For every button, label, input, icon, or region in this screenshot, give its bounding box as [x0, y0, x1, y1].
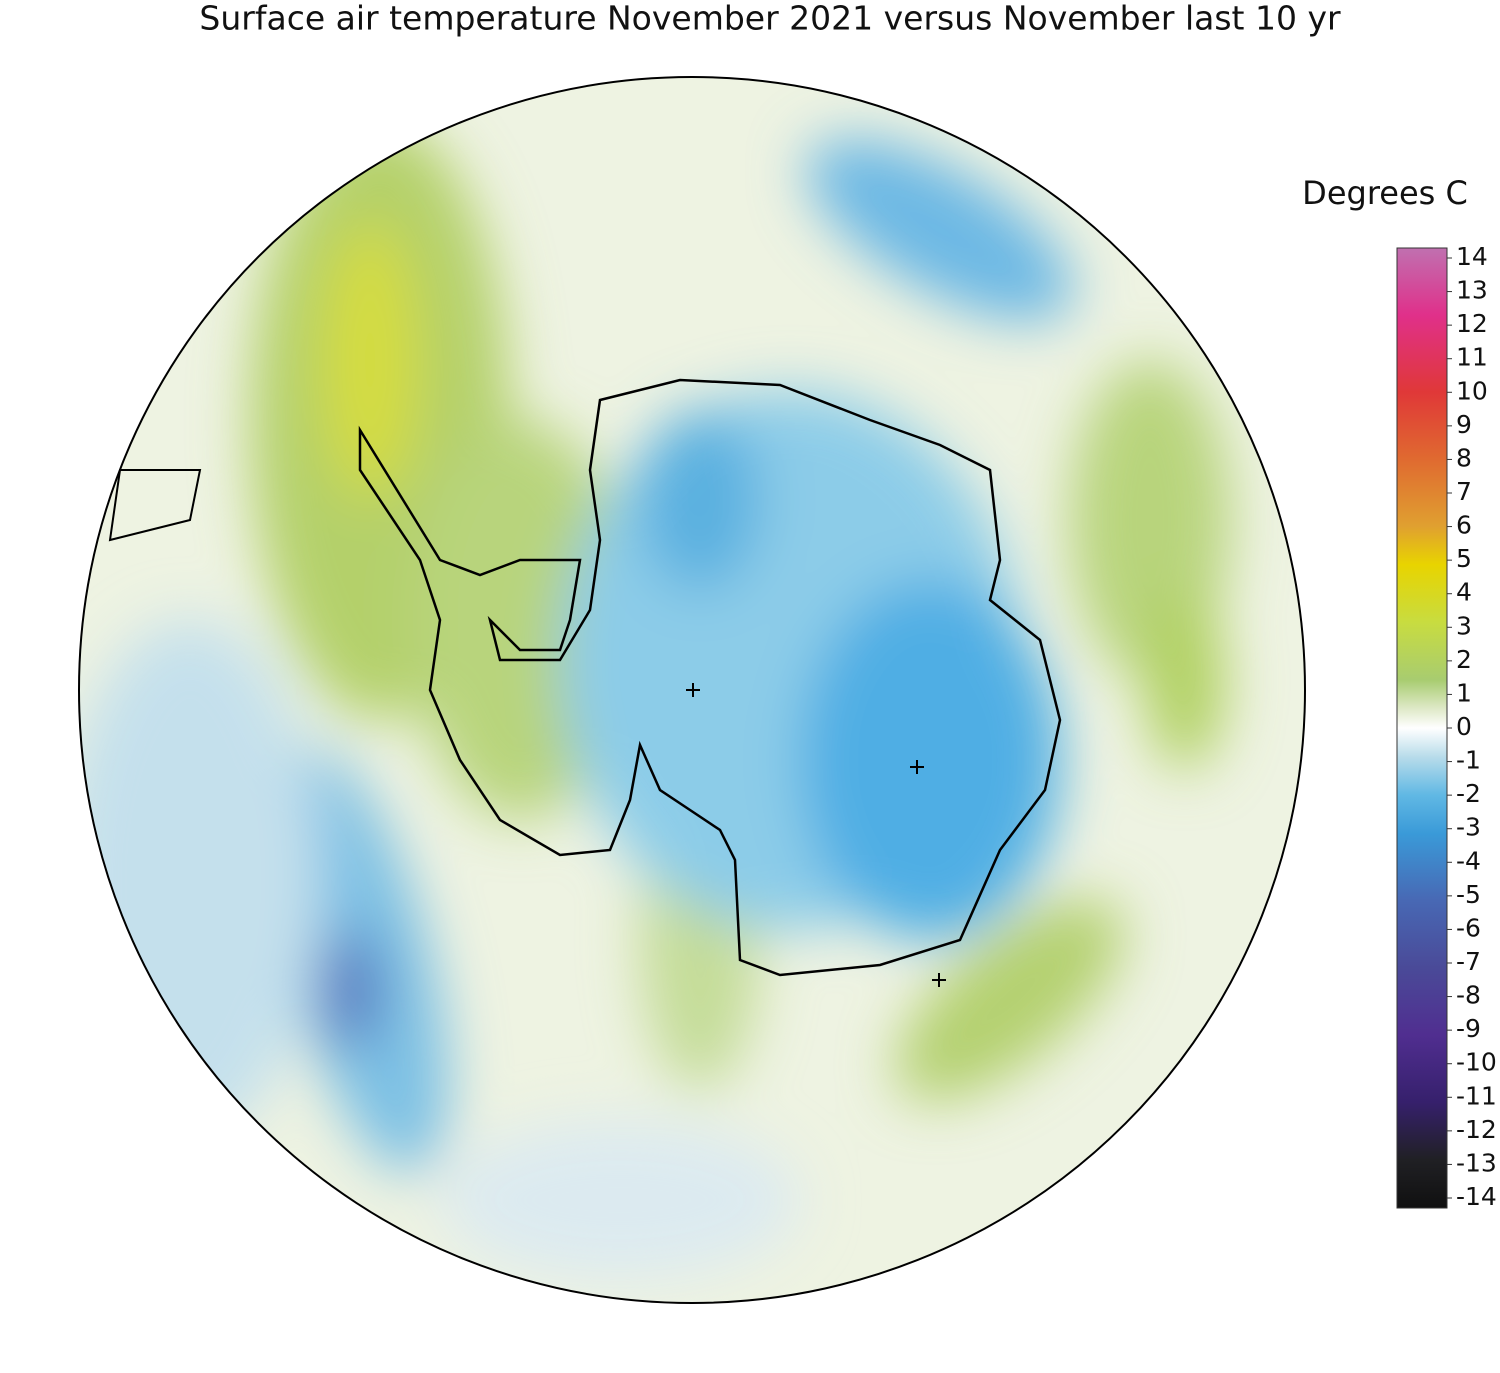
colorbar-tick-label: 1 — [1456, 678, 1472, 707]
markers — [686, 683, 946, 987]
south-america-coast — [108, 469, 202, 542]
colorbar-tick-label: 5 — [1456, 544, 1472, 573]
colorbar-tick-label: -4 — [1456, 846, 1481, 875]
station-marker — [932, 973, 946, 987]
colorbar-tick-label: 13 — [1456, 276, 1488, 305]
colorbar-tick-label: -7 — [1456, 947, 1481, 976]
colorbar-tick-label: -9 — [1456, 1014, 1481, 1043]
colorbar-tick-label: 14 — [1456, 242, 1488, 271]
colorbar-tick-label: -12 — [1456, 1115, 1497, 1144]
colorbar-tick-label: 4 — [1456, 578, 1472, 607]
pole-marker — [686, 683, 700, 697]
coastline — [358, 378, 1062, 977]
colorbar-tick-label: -5 — [1456, 880, 1481, 909]
colorbar-tick-label: -8 — [1456, 981, 1481, 1010]
title: Surface air temperature November 2021 ve… — [199, 0, 1341, 38]
temperature-field — [79, 77, 1305, 1303]
colorbar-tick-label: 11 — [1456, 343, 1488, 372]
colorbar-tick-label: -10 — [1456, 1048, 1497, 1077]
colorbar-tick-label: -11 — [1456, 1081, 1497, 1110]
colorbar-tick-label: 0 — [1456, 712, 1472, 741]
colorbar-tick-label: 10 — [1456, 376, 1488, 405]
colorbar-tick-label: -14 — [1456, 1182, 1497, 1211]
colorbar-tick-label: -13 — [1456, 1148, 1497, 1177]
colorbar-tick-label: -6 — [1456, 913, 1481, 942]
colorbar — [1396, 247, 1448, 1209]
colorbar-tick-label: 2 — [1456, 645, 1472, 674]
colorbar-tick-label: 6 — [1456, 511, 1472, 540]
map-border — [78, 76, 1306, 1304]
colorbar-tick-label: -3 — [1456, 813, 1481, 842]
colorbar-tick-label: 7 — [1456, 477, 1472, 506]
station-marker — [910, 760, 924, 774]
colorbar-tick-label: 3 — [1456, 611, 1472, 640]
colorbar-tick-label: 8 — [1456, 443, 1472, 472]
colorbar-label: Degrees C — [1302, 174, 1468, 212]
colorbar-tick-label: -1 — [1456, 746, 1481, 775]
colorbar-tick-label: 9 — [1456, 410, 1472, 439]
colorbar-tick-label: 12 — [1456, 309, 1488, 338]
colorbar-tick-label: -2 — [1456, 779, 1481, 808]
